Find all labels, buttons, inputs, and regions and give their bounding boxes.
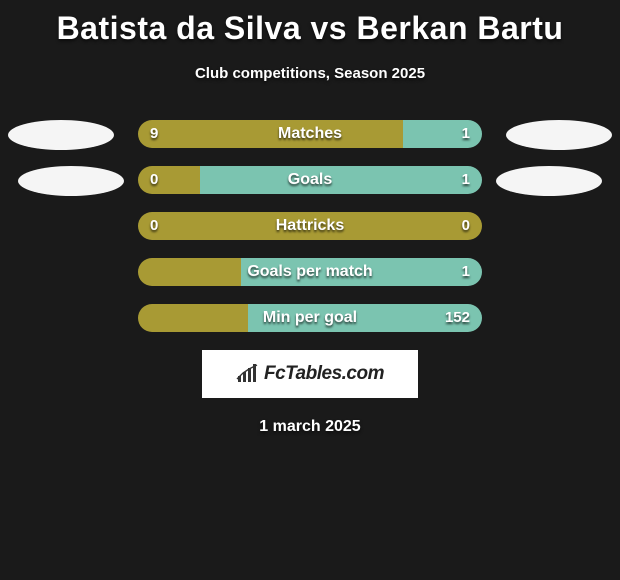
bar-left	[138, 258, 241, 286]
subtitle: Club competitions, Season 2025	[0, 65, 620, 82]
stat-row: 0Goals1	[0, 166, 620, 194]
bar-left	[138, 166, 200, 194]
bar-track	[138, 120, 482, 148]
stat-row: Min per goal152	[0, 304, 620, 332]
bar-right	[241, 258, 482, 286]
page-title: Batista da Silva vs Berkan Bartu	[0, 0, 620, 47]
stat-row: 9Matches1	[0, 120, 620, 148]
date-label: 1 march 2025	[0, 418, 620, 436]
site-logo: FcTables.com	[202, 350, 418, 398]
chart-icon	[236, 364, 260, 384]
bar-track	[138, 212, 482, 240]
bar-track	[138, 304, 482, 332]
stat-row: Goals per match1	[0, 258, 620, 286]
bar-left	[138, 120, 403, 148]
bar-left	[138, 304, 248, 332]
stat-row: 0Hattricks0	[0, 212, 620, 240]
comparison-chart: 9Matches1 0Goals1 0Hattricks0 Goals per mat…	[0, 120, 620, 332]
bar-track	[138, 166, 482, 194]
bar-track	[138, 258, 482, 286]
bar-right	[200, 166, 482, 194]
bar-left	[138, 212, 482, 240]
bar-right	[248, 304, 482, 332]
bar-right	[403, 120, 482, 148]
site-logo-text: FcTables.com	[264, 363, 384, 385]
